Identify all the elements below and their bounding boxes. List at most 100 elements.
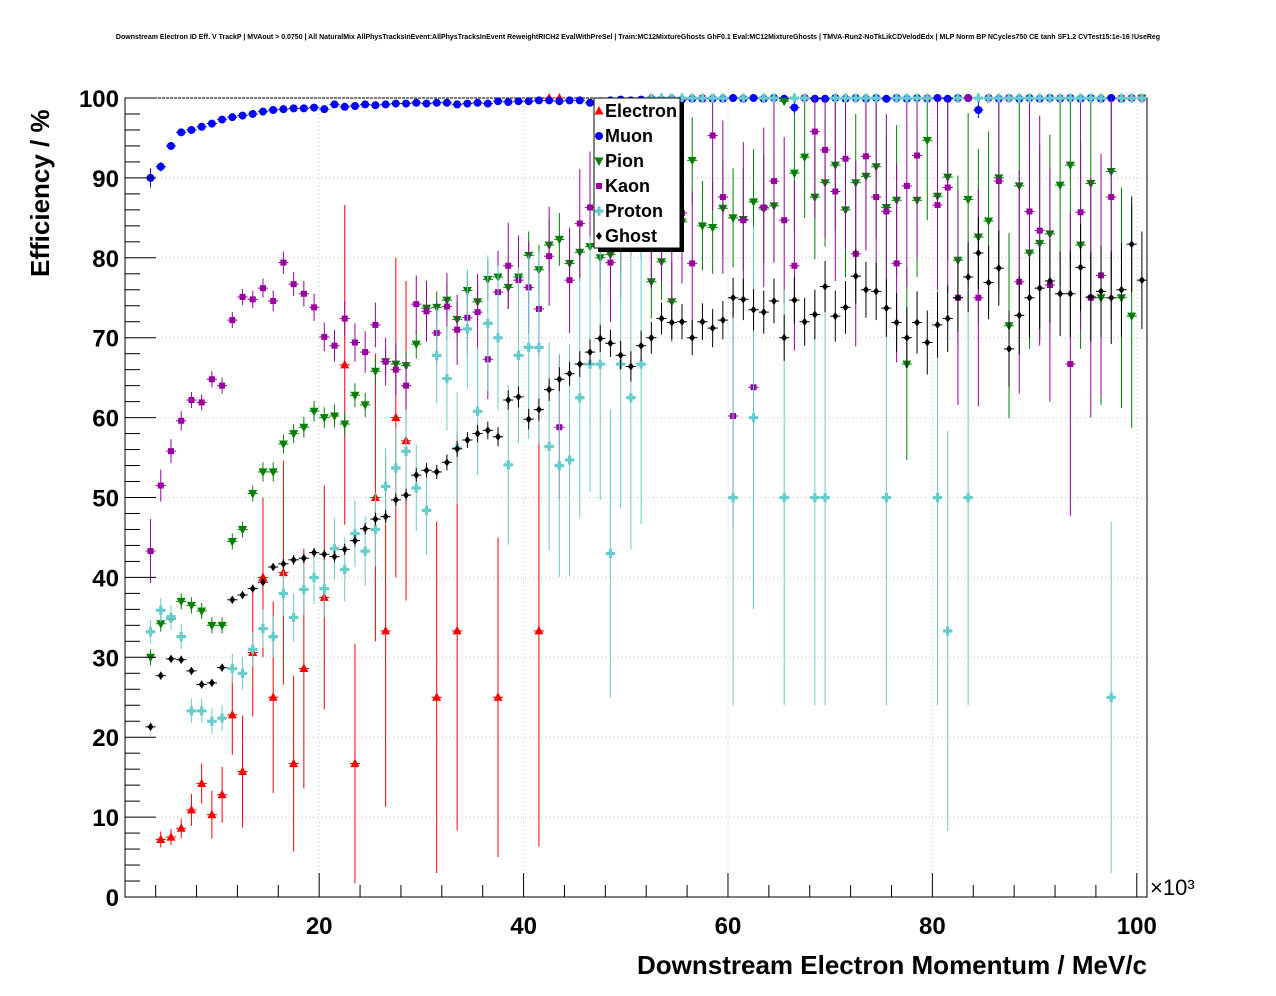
kaon-point xyxy=(932,101,943,309)
muon-point xyxy=(400,99,412,108)
kaon-marker xyxy=(740,217,747,224)
muon-marker xyxy=(504,97,513,106)
kaon-point xyxy=(227,312,238,329)
electron-marker xyxy=(197,778,207,788)
kaon-marker xyxy=(1108,194,1115,201)
ghost-marker xyxy=(689,333,696,342)
kaon-marker xyxy=(331,342,338,349)
ghost-marker xyxy=(1128,240,1135,249)
electron-marker xyxy=(289,758,299,768)
kaon-marker xyxy=(239,293,246,300)
ghost-marker xyxy=(903,333,910,342)
muon-point xyxy=(881,94,892,103)
proton-point xyxy=(1116,93,1127,103)
proton-marker xyxy=(524,342,534,352)
ghost-marker xyxy=(944,314,951,323)
electron-point xyxy=(431,521,442,874)
proton-point xyxy=(370,492,381,567)
muon-point xyxy=(247,109,258,118)
ghost-marker xyxy=(709,324,716,333)
proton-point xyxy=(717,93,728,103)
kaon-marker xyxy=(147,548,154,555)
kaon-point xyxy=(779,137,790,304)
pion-marker xyxy=(360,401,370,410)
kaon-marker xyxy=(1067,361,1074,368)
proton-marker xyxy=(217,713,227,723)
ghost-marker xyxy=(985,278,992,287)
muon-marker xyxy=(422,99,431,108)
muon-marker xyxy=(402,99,411,108)
proton-marker xyxy=(902,93,912,103)
pion-point xyxy=(329,404,340,428)
kaon-marker xyxy=(781,217,788,224)
muon-marker xyxy=(524,97,533,106)
muon-marker xyxy=(166,141,175,150)
ghost-marker xyxy=(280,559,287,568)
kaon-point xyxy=(564,227,575,333)
proton-marker xyxy=(176,632,186,642)
pion-point xyxy=(237,521,248,538)
ghost-point xyxy=(155,671,166,680)
ghost-marker xyxy=(791,296,798,305)
muon-marker xyxy=(483,99,492,108)
x-tick-label: 40 xyxy=(510,913,537,940)
proton-marker xyxy=(820,493,830,503)
ghost-point xyxy=(176,655,187,664)
proton-point xyxy=(278,571,289,616)
proton-point xyxy=(758,93,769,103)
ghost-point xyxy=(1116,242,1127,337)
kaon-marker xyxy=(362,349,369,356)
muon-point xyxy=(789,101,800,114)
muon-marker xyxy=(279,105,288,114)
muon-marker xyxy=(494,97,503,106)
legend-entry-ghost: Ghost xyxy=(596,226,657,246)
ghost-point xyxy=(1136,231,1147,329)
pion-point xyxy=(554,213,565,266)
proton-marker xyxy=(381,481,391,492)
pion-marker xyxy=(370,367,380,377)
proton-point xyxy=(1065,93,1076,103)
ghost-marker xyxy=(495,432,502,441)
ghost-point xyxy=(411,467,422,483)
ghost-marker xyxy=(852,272,859,281)
muon-point xyxy=(431,98,442,107)
electron-marker xyxy=(534,625,544,635)
pion-marker xyxy=(697,222,707,231)
kaon-point xyxy=(860,98,872,251)
kaon-marker xyxy=(157,482,164,489)
kaon-point xyxy=(278,251,289,274)
proton-marker xyxy=(1045,93,1055,103)
muon-point xyxy=(349,101,361,110)
ghost-point xyxy=(809,289,820,340)
ghost-marker xyxy=(311,548,318,557)
kaon-point xyxy=(881,113,892,309)
ghost-marker xyxy=(1046,276,1053,285)
pion-marker xyxy=(1065,161,1075,171)
proton-marker xyxy=(677,93,687,103)
proton-marker xyxy=(391,463,401,473)
electron-marker xyxy=(268,692,278,701)
proton-point xyxy=(789,93,800,103)
pion-point xyxy=(278,434,289,454)
kaon-point xyxy=(308,293,320,321)
ghost-marker xyxy=(433,467,440,476)
kaon-marker xyxy=(1036,227,1043,234)
ghost-marker xyxy=(1026,293,1033,302)
muon-marker xyxy=(432,98,441,107)
ghost-marker xyxy=(1067,289,1074,298)
kaon-marker xyxy=(300,290,307,297)
proton-marker xyxy=(319,584,329,594)
proton-marker xyxy=(237,668,248,678)
electron-marker xyxy=(340,359,350,369)
proton-point xyxy=(799,93,810,103)
legend-marker-pion xyxy=(594,157,604,166)
proton-marker xyxy=(472,406,483,416)
proton-point xyxy=(932,289,943,706)
proton-marker xyxy=(1065,93,1075,103)
muon-marker xyxy=(371,101,380,110)
proton-marker xyxy=(1106,692,1116,702)
ghost-marker xyxy=(740,295,747,304)
electron-marker xyxy=(258,572,268,581)
x-axis-multiplier: ×10³ xyxy=(1150,875,1195,900)
kaon-marker xyxy=(382,358,389,365)
